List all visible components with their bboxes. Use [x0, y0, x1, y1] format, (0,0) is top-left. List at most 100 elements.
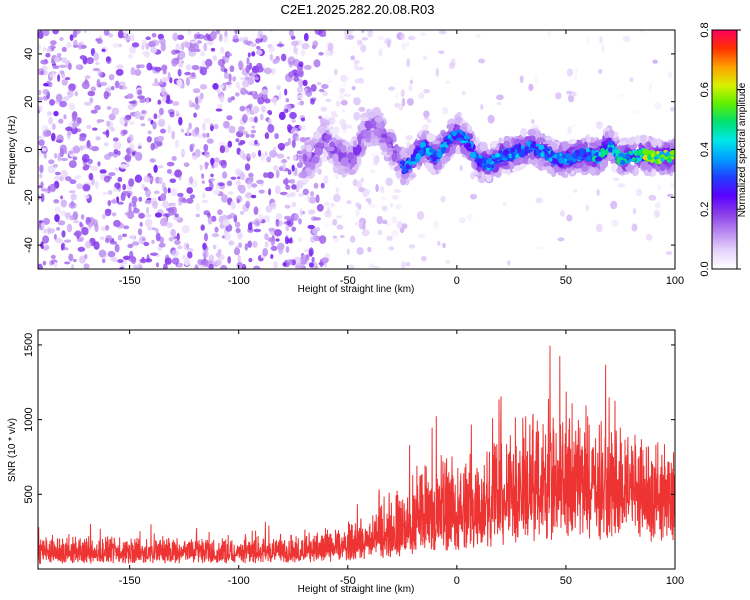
spectrogram-x-ticks: -150 -100 -50 0 50 100 [119, 30, 684, 287]
spectrogram-noise-blob [267, 110, 272, 115]
spectrogram-ridge-core [463, 135, 470, 140]
spectrogram-noise-blob [566, 68, 574, 77]
spectrogram-noise-blob [167, 187, 171, 194]
spectrogram-noise-blob [336, 215, 342, 219]
spectrogram-noise-blob [98, 249, 107, 258]
spectrogram-ridge-core [578, 156, 582, 160]
spectrogram-noise-blob [336, 224, 344, 230]
spectrogram-noise-blob [401, 223, 408, 230]
spectrogram-noise-blob [155, 262, 160, 268]
spectrogram-noise-blob [128, 134, 134, 142]
spectrogram-noise-blob [186, 197, 194, 204]
spectrogram-noise-blob [167, 124, 171, 134]
spectrogram-noise-blob [72, 156, 78, 161]
spectrogram-ridge-halo [352, 140, 358, 148]
spectrogram-noise-blob [406, 98, 414, 106]
spectrogram-noise-blob [204, 118, 211, 124]
spectrogram-noise-blob [124, 212, 130, 216]
spectrogram-noise-blob [311, 256, 315, 263]
spectrogram-noise-blob [168, 202, 177, 207]
spectrogram-noise-blob [274, 229, 282, 237]
spectrogram-noise-blob [130, 33, 135, 42]
spectrogram-noise-blob [318, 115, 323, 120]
spectrogram-noise-blob [150, 252, 158, 256]
colorbar-tick-label: 0.6 [699, 82, 711, 97]
snr-x-tick-label: -150 [119, 575, 141, 587]
snr-y-tick-label: 1000 [23, 407, 35, 431]
spectrogram-noise-blob [64, 77, 71, 81]
spectrogram-noise-blob [395, 204, 402, 210]
spectrogram-noise-blob [69, 215, 75, 221]
spectrogram-ridge-core [419, 142, 426, 148]
spectrogram-noise-blob [268, 227, 276, 232]
spectrogram-noise-blob [356, 180, 363, 189]
spectrogram-noise-blob [151, 82, 159, 87]
spectrogram-noise-blob [305, 254, 310, 261]
spectrogram-noise-blob [232, 76, 237, 82]
spectrogram-noise-blob [302, 188, 309, 196]
spectrogram-noise-blob [219, 145, 226, 154]
spectrogram-noise-blob [217, 209, 223, 216]
spectrogram-noise-blob [105, 129, 110, 138]
spectrogram-noise-blob [338, 96, 345, 100]
spectrogram-noise-blob [118, 43, 123, 48]
spectrogram-ridge-halo [527, 128, 537, 137]
spectrogram-noise-blob [129, 46, 137, 54]
spectrogram-y-tick-label: 20 [23, 96, 35, 108]
spectrogram-noise-blob [227, 140, 233, 148]
spectrogram-noise-blob [363, 188, 370, 195]
spectrogram-ridge-halo [589, 142, 598, 147]
spectrogram-noise-blob [66, 42, 72, 48]
spectrogram-noise-blob [62, 96, 70, 101]
spectrogram-noise-blob [139, 222, 143, 227]
spectrogram-noise-blob [133, 208, 140, 214]
spectrogram-noise-blob [296, 150, 303, 155]
spectrogram-noise-blob [652, 59, 658, 64]
spectrogram-ridge-core [631, 157, 636, 162]
spectrogram-noise-blob [420, 32, 427, 36]
spectrogram-noise-blob [247, 240, 252, 248]
spectrogram-noise-blob [227, 256, 231, 264]
spectrogram-noise-blob [353, 97, 361, 106]
spectrogram-noise-blob [298, 61, 304, 68]
spectrogram-noise-blob [82, 184, 91, 192]
spectrogram-noise-blob [342, 129, 347, 134]
spectrogram-noise-blob [143, 175, 151, 183]
spectrogram-noise-blob [245, 192, 253, 199]
spectrogram-ridge-core [647, 154, 652, 161]
spectrogram-noise-blob [146, 62, 153, 71]
spectrogram-ridge-core [490, 154, 496, 159]
spectrogram-ridge-core [608, 140, 614, 146]
spectrogram-noise-blob [596, 223, 603, 233]
spectrogram-noise-blob [83, 30, 87, 34]
spectrogram-noise-blob [38, 68, 45, 76]
spectrogram-noise-blob [294, 213, 299, 222]
spectrogram-noise-blob [123, 115, 131, 123]
spectrogram-noise-blob [574, 68, 578, 73]
spectrogram-noise-blob [665, 251, 673, 256]
spectrogram-noise-blob [217, 103, 223, 109]
spectrogram-noise-blob [408, 84, 413, 92]
spectrogram-noise-blob [343, 93, 351, 97]
spectrogram-noise-blob [68, 150, 74, 155]
spectrogram-noise-blob [106, 120, 111, 127]
spectrogram-ridge-halo [354, 163, 359, 171]
spectrogram-noise-blob [220, 159, 227, 169]
spectrogram-noise-blob [66, 223, 73, 233]
spectrogram-noise-blob [361, 37, 369, 41]
spectrogram-x-label: Height of straight line (km) [298, 284, 415, 295]
spectrogram-noise-blob [285, 246, 290, 253]
spectrogram-noise-blob [227, 53, 232, 57]
spectrogram-noise-blob [360, 177, 364, 183]
spectrogram-noise-blob [313, 59, 321, 68]
spectrogram-noise-blob [49, 72, 57, 79]
spectrogram-noise-blob [322, 90, 328, 97]
spectrogram-noise-blob [177, 245, 183, 250]
spectrogram-ridge-core [637, 150, 643, 156]
spectrogram-noise-blob [230, 200, 236, 210]
spectrogram-noise-blob [242, 153, 247, 161]
spectrogram-noise-blob [188, 50, 197, 57]
spectrogram-ridge-core [651, 153, 655, 158]
spectrogram-noise-blob [287, 169, 292, 175]
spectrogram-ridge-core [656, 150, 660, 155]
